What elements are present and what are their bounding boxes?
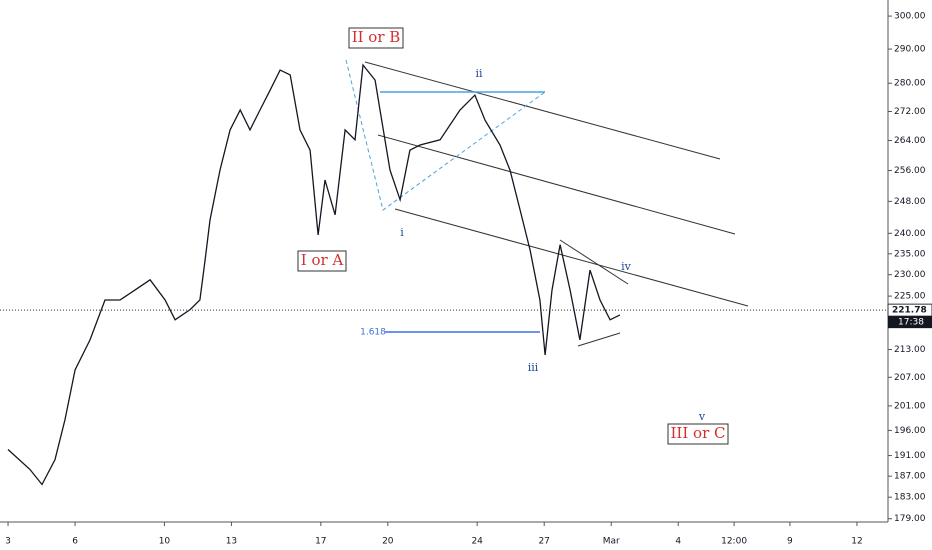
y-tick-label: 290.00 — [894, 45, 926, 55]
y-tick-label: 230.00 — [894, 270, 926, 280]
y-tick-label: 264.00 — [894, 136, 926, 146]
y-tick-label: 235.00 — [894, 249, 926, 259]
sub-wave: iv — [621, 260, 632, 273]
y-tick-label: 183.00 — [894, 493, 926, 503]
label-box — [297, 250, 347, 272]
countdown-box — [888, 316, 932, 329]
y-tick-label: 240.00 — [894, 229, 926, 239]
x-tick-label: 10 — [159, 537, 171, 547]
sub-wave: i — [400, 226, 404, 239]
sub-wave: v — [698, 410, 706, 423]
x-tick-label: 24 — [471, 537, 483, 547]
channel-line — [377, 134, 736, 235]
y-tick-label: 213.00 — [894, 345, 926, 355]
sub-wave: iii — [528, 361, 539, 374]
x-tick-label: 4 — [675, 537, 681, 547]
y-tick-label: 300.00 — [894, 12, 926, 22]
y-tick-label: 280.00 — [894, 79, 926, 89]
x-tick-label: 12 — [851, 537, 862, 547]
last-price-label: 221.78 — [892, 306, 927, 316]
x-tick-label: 27 — [538, 537, 549, 547]
y-tick-label: 256.00 — [894, 166, 926, 176]
y-tick-label: 248.00 — [894, 197, 926, 207]
x-tick-label: 9 — [787, 537, 793, 547]
sub-wave: ii — [475, 67, 483, 80]
y-tick-label: 207.00 — [894, 373, 926, 383]
label-box — [348, 27, 404, 49]
wave-label: III or C — [671, 424, 726, 442]
x-tick-label: 17 — [315, 537, 326, 547]
x-tick-label: 12:00 — [721, 537, 747, 547]
y-tick-label: 225.00 — [894, 292, 926, 302]
channel-line — [394, 208, 749, 307]
label-box — [667, 423, 729, 445]
wave-label: I or A — [301, 251, 344, 269]
y-tick-label: 272.00 — [894, 107, 926, 117]
countdown-label: 17:38 — [898, 318, 924, 328]
triangle-line — [577, 332, 621, 347]
y-tick-label: 187.00 — [894, 472, 926, 482]
triangle-line — [559, 239, 629, 285]
x-tick-label: 3 — [5, 537, 11, 547]
y-tick-label: 179.00 — [894, 514, 926, 524]
fib-label: 1.618 — [360, 328, 386, 338]
price-line — [7, 63, 621, 486]
y-tick-label: 196.00 — [894, 426, 926, 436]
drawings: II or B I or A III or C ii i iii iv v 1.… — [297, 27, 749, 445]
y-tick-label: 201.00 — [894, 401, 926, 411]
x-tick-label: Mar — [603, 537, 620, 547]
x-tick-label: 6 — [72, 537, 78, 547]
wave-label: II or B — [352, 28, 401, 46]
channel-line — [364, 61, 721, 160]
x-tick-label: 20 — [382, 537, 394, 547]
x-tick-label: 13 — [226, 537, 237, 547]
y-tick-label: 191.00 — [894, 451, 926, 461]
